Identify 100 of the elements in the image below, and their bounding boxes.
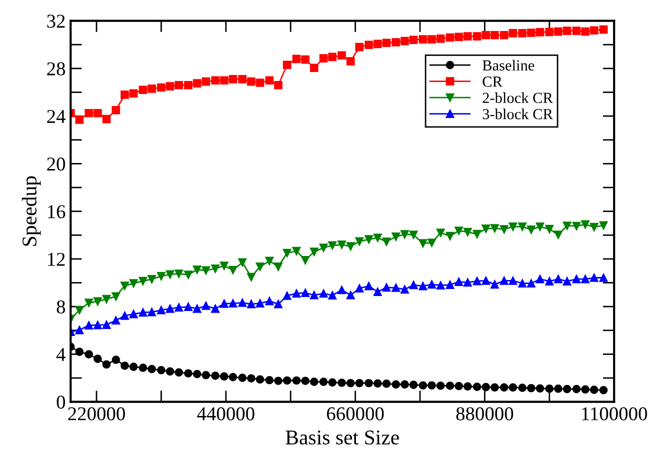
point bbox=[428, 35, 436, 44]
point bbox=[282, 60, 292, 70]
point bbox=[527, 28, 536, 37]
point bbox=[590, 274, 598, 282]
point bbox=[536, 384, 544, 393]
point bbox=[454, 278, 463, 286]
point bbox=[482, 276, 490, 285]
point bbox=[581, 274, 590, 284]
point bbox=[562, 277, 572, 286]
point bbox=[472, 276, 482, 286]
point bbox=[238, 374, 247, 382]
point bbox=[382, 38, 391, 48]
point bbox=[418, 35, 428, 44]
point bbox=[508, 29, 518, 38]
point bbox=[220, 76, 228, 85]
point bbox=[409, 380, 418, 389]
point bbox=[572, 274, 581, 284]
x-tick-label: 220000 bbox=[68, 407, 125, 420]
point bbox=[202, 370, 210, 380]
point bbox=[265, 256, 274, 266]
point bbox=[400, 230, 409, 238]
point bbox=[184, 270, 192, 279]
point bbox=[545, 28, 554, 36]
point bbox=[148, 84, 156, 93]
y-tick-label: 32 bbox=[47, 14, 65, 28]
point bbox=[463, 32, 472, 40]
point bbox=[192, 265, 202, 274]
point bbox=[418, 381, 428, 390]
point bbox=[500, 383, 508, 392]
point bbox=[220, 262, 228, 270]
point bbox=[536, 274, 544, 284]
point bbox=[346, 57, 355, 66]
point bbox=[400, 380, 409, 389]
point bbox=[84, 108, 94, 118]
point bbox=[166, 82, 174, 90]
point bbox=[355, 42, 364, 52]
y-tick-label: 0 bbox=[56, 396, 66, 409]
point bbox=[192, 370, 202, 378]
point bbox=[138, 364, 148, 372]
point bbox=[211, 76, 220, 85]
point bbox=[148, 308, 156, 316]
point bbox=[328, 52, 337, 62]
point bbox=[490, 280, 499, 289]
point bbox=[490, 383, 499, 392]
point bbox=[454, 382, 463, 390]
point bbox=[202, 302, 210, 310]
point bbox=[536, 28, 544, 36]
point bbox=[75, 115, 84, 124]
point bbox=[220, 300, 228, 308]
point bbox=[310, 378, 318, 386]
point bbox=[554, 27, 562, 36]
point bbox=[238, 298, 247, 307]
point bbox=[436, 382, 445, 390]
point bbox=[518, 279, 527, 288]
point bbox=[94, 297, 102, 306]
point bbox=[392, 232, 400, 241]
point bbox=[120, 90, 129, 99]
legend-label: 2-block CR bbox=[482, 92, 553, 104]
point bbox=[292, 289, 301, 298]
point bbox=[454, 226, 463, 235]
point bbox=[428, 280, 436, 289]
point bbox=[392, 284, 400, 292]
point bbox=[211, 372, 220, 380]
point bbox=[418, 282, 428, 290]
point bbox=[157, 366, 166, 374]
point bbox=[562, 222, 572, 230]
point bbox=[572, 222, 581, 230]
point bbox=[247, 272, 256, 282]
legend-label: Baseline bbox=[482, 60, 534, 71]
point bbox=[590, 26, 598, 35]
point bbox=[120, 282, 129, 290]
point bbox=[482, 224, 490, 233]
point bbox=[554, 230, 562, 239]
point bbox=[292, 376, 301, 385]
point bbox=[184, 302, 192, 311]
point bbox=[428, 381, 436, 390]
point bbox=[174, 303, 184, 312]
point bbox=[572, 384, 581, 394]
point bbox=[265, 376, 274, 384]
point bbox=[518, 384, 527, 392]
point bbox=[184, 80, 192, 90]
point bbox=[400, 36, 409, 46]
point bbox=[274, 300, 282, 308]
point bbox=[518, 222, 527, 231]
point bbox=[392, 380, 400, 389]
point bbox=[382, 380, 391, 388]
point bbox=[166, 304, 174, 313]
point bbox=[238, 258, 247, 267]
point bbox=[409, 36, 418, 44]
point bbox=[157, 272, 166, 280]
point bbox=[482, 30, 490, 40]
point bbox=[247, 77, 256, 86]
point bbox=[228, 299, 238, 308]
point bbox=[112, 316, 120, 325]
point bbox=[282, 292, 292, 300]
point bbox=[292, 246, 301, 256]
point bbox=[409, 280, 418, 290]
point bbox=[301, 256, 310, 264]
point bbox=[490, 224, 499, 233]
point bbox=[346, 242, 355, 250]
